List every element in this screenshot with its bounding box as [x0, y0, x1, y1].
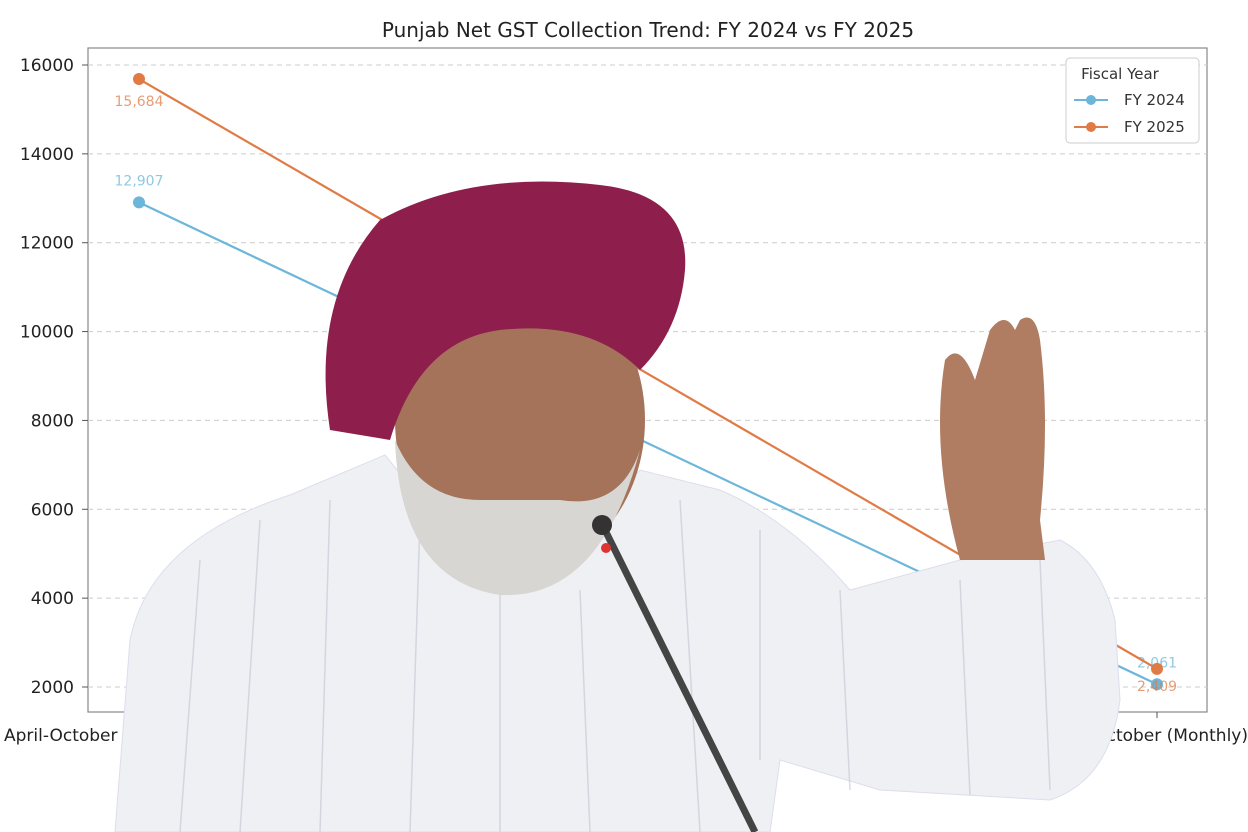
y-tick-label: 10000 — [20, 323, 74, 343]
y-tick-label: 16000 — [20, 56, 74, 76]
x-tick-label: October (Monthly) — [1093, 726, 1248, 746]
chart-title: Punjab Net GST Collection Trend: FY 2024… — [382, 18, 914, 42]
legend-marker-fy2024 — [1086, 95, 1096, 105]
legend-label-fy2024: FY 2024 — [1124, 91, 1185, 109]
y-tick-label: 2000 — [31, 678, 74, 698]
y-tick-label: 6000 — [31, 500, 74, 520]
y-tick-label: 12000 — [20, 234, 74, 254]
data-label: 2,409 — [1137, 679, 1177, 695]
data-point — [133, 73, 145, 86]
y-tick-label: 8000 — [31, 411, 74, 431]
data-point — [133, 196, 145, 209]
legend-label-fy2025: FY 2025 — [1124, 118, 1185, 136]
legend-title: Fiscal Year — [1081, 65, 1159, 83]
legend: Fiscal Year FY 2024 FY 2025 — [1065, 57, 1200, 144]
data-label: 15,684 — [115, 94, 164, 110]
x-tick-label: April-October — [4, 726, 118, 746]
data-point — [1151, 662, 1163, 675]
y-tick-label: 4000 — [31, 589, 74, 609]
y-tick-label: 14000 — [20, 145, 74, 165]
data-label: 12,907 — [115, 173, 164, 189]
legend-marker-fy2025 — [1086, 122, 1096, 132]
data-point — [1151, 678, 1163, 691]
